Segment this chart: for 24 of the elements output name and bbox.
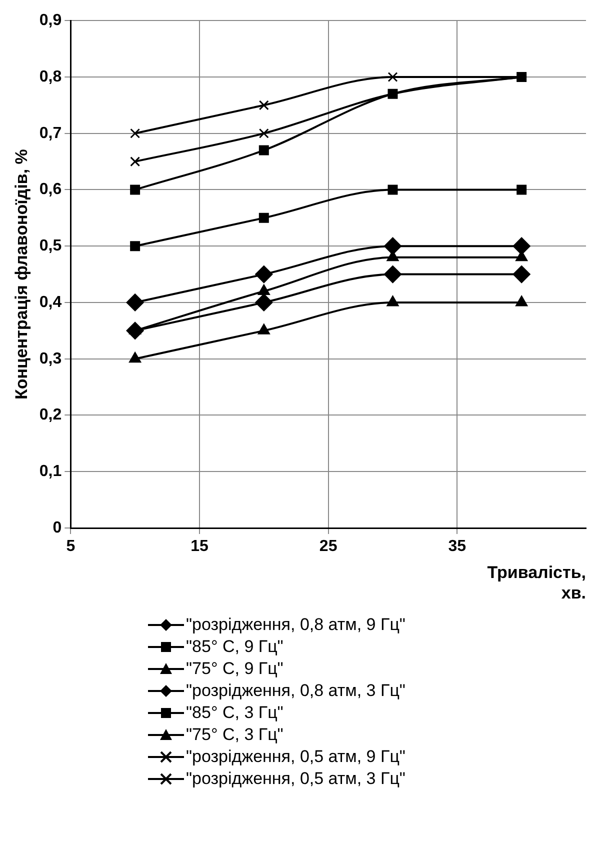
y-tick-label: 0 [52, 519, 62, 536]
legend-label: "75° С, 3 Гц" [186, 724, 284, 746]
legend-label: "85° С, 3 Гц" [186, 702, 284, 724]
y-tick-label: 0,1 [39, 463, 62, 480]
x-tick-label: 35 [448, 538, 466, 556]
x-tick-label: 15 [190, 538, 208, 556]
legend-label: "85° С, 9 Гц" [186, 636, 284, 658]
legend-label: "75° С, 9 Гц" [186, 658, 284, 680]
y-tick-label: 0,2 [39, 406, 62, 424]
x-tick-label: 25 [319, 538, 338, 556]
y-tick-label: 0,9 [39, 12, 62, 30]
y-tick-label: 0,8 [39, 68, 62, 86]
x-tick-label: 5 [66, 538, 76, 556]
y-tick-label: 0,7 [39, 124, 62, 142]
legend-label: "розрідження, 0,8 атм, 9 Гц" [186, 614, 406, 636]
y-axis-title: Концентрація флавоноїдів, % [12, 149, 31, 400]
y-tick-label: 0,4 [39, 294, 62, 311]
y-tick-label: 0,5 [39, 238, 62, 255]
legend-label: "розрідження, 0,5 атм, 3 Гц" [186, 768, 406, 790]
x-axis-title: Тривалість, хв. [487, 563, 586, 602]
y-tick-label: 0,3 [39, 350, 62, 368]
legend-label: "розрідження, 0,8 атм, 3 Гц" [186, 680, 406, 702]
y-tick-label: 0,6 [39, 181, 62, 198]
legend-label: "розрідження, 0,5 атм, 9 Гц" [186, 746, 406, 768]
